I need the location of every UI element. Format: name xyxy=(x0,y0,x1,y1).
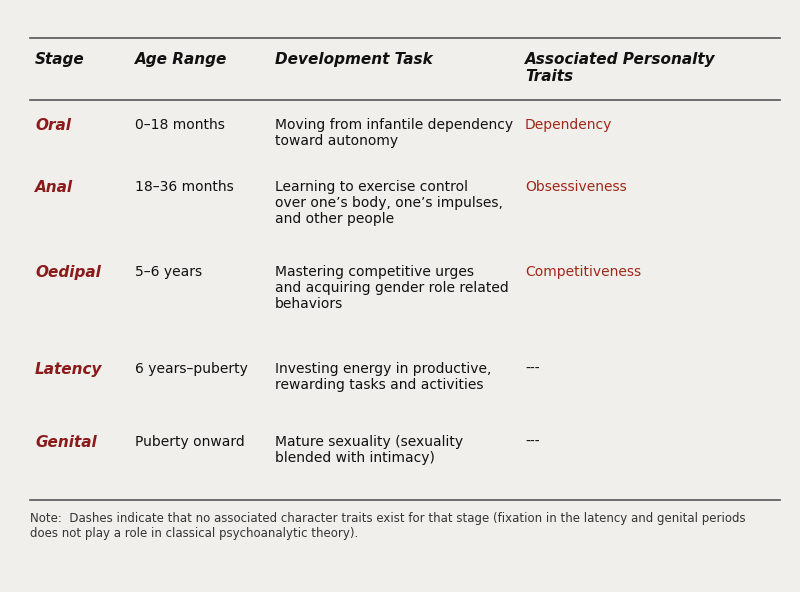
Text: Development Task: Development Task xyxy=(275,52,433,67)
Text: Obsessiveness: Obsessiveness xyxy=(525,180,626,194)
Text: Investing energy in productive,
rewarding tasks and activities: Investing energy in productive, rewardin… xyxy=(275,362,491,392)
Text: 6 years–puberty: 6 years–puberty xyxy=(135,362,248,376)
Text: Oedipal: Oedipal xyxy=(35,265,101,280)
Text: Latency: Latency xyxy=(35,362,102,377)
Text: Stage: Stage xyxy=(35,52,85,67)
Text: Age Range: Age Range xyxy=(135,52,227,67)
Text: Puberty onward: Puberty onward xyxy=(135,435,245,449)
Text: Oral: Oral xyxy=(35,118,71,133)
Text: Competitiveness: Competitiveness xyxy=(525,265,641,279)
Text: Genital: Genital xyxy=(35,435,97,450)
Text: Learning to exercise control
over one’s body, one’s impulses,
and other people: Learning to exercise control over one’s … xyxy=(275,180,503,226)
Text: Note:  Dashes indicate that no associated character traits exist for that stage : Note: Dashes indicate that no associated… xyxy=(30,512,746,540)
Text: 18–36 months: 18–36 months xyxy=(135,180,234,194)
Text: ---: --- xyxy=(525,362,540,376)
Text: Dependency: Dependency xyxy=(525,118,612,132)
Text: Associated Personalty
Traits: Associated Personalty Traits xyxy=(525,52,716,85)
Text: Mastering competitive urges
and acquiring gender role related
behaviors: Mastering competitive urges and acquirin… xyxy=(275,265,509,311)
Text: ---: --- xyxy=(525,435,540,449)
Text: Mature sexuality (sexuality
blended with intimacy): Mature sexuality (sexuality blended with… xyxy=(275,435,463,465)
Text: Moving from infantile dependency
toward autonomy: Moving from infantile dependency toward … xyxy=(275,118,513,148)
Text: Anal: Anal xyxy=(35,180,73,195)
Text: 5–6 years: 5–6 years xyxy=(135,265,202,279)
Text: 0–18 months: 0–18 months xyxy=(135,118,225,132)
